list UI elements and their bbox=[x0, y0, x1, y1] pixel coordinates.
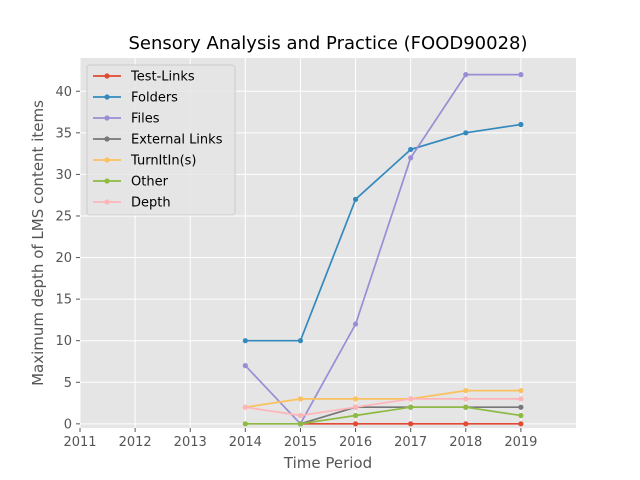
data-point bbox=[297, 396, 304, 402]
legend-item: Test-Links bbox=[93, 70, 195, 85]
y-tick-label: 30 bbox=[55, 168, 72, 183]
data-point bbox=[518, 121, 524, 128]
legend-item: Depth bbox=[93, 196, 171, 211]
data-point bbox=[352, 396, 359, 402]
data-point bbox=[297, 421, 304, 427]
series-folders bbox=[242, 121, 524, 344]
x-tick-label: 2016 bbox=[339, 435, 372, 450]
legend-item: Other bbox=[93, 175, 169, 190]
series-depth bbox=[242, 396, 524, 419]
data-point bbox=[352, 404, 359, 410]
y-axis-ticks: 0 5 10 15 20 25 30 35 40 bbox=[55, 85, 80, 432]
series-lines bbox=[242, 72, 524, 427]
legend-label: Files bbox=[131, 112, 160, 127]
data-point bbox=[242, 404, 248, 410]
y-tick-label: 0 bbox=[64, 417, 72, 432]
x-tick-label: 2018 bbox=[449, 435, 482, 450]
data-point bbox=[518, 72, 524, 78]
data-point bbox=[463, 72, 469, 78]
y-tick-label: 5 bbox=[64, 376, 72, 391]
legend-label: Test-Links bbox=[130, 70, 195, 85]
series-line bbox=[245, 389, 521, 409]
data-point bbox=[352, 421, 359, 427]
data-point bbox=[518, 404, 524, 410]
legend-swatch-marker bbox=[104, 94, 110, 100]
data-point bbox=[463, 404, 469, 410]
legend-item: External Links bbox=[93, 133, 223, 148]
y-tick-label: 20 bbox=[55, 251, 72, 266]
data-point bbox=[518, 412, 524, 419]
x-axis-label: Time Period bbox=[283, 454, 372, 472]
data-point bbox=[463, 387, 469, 394]
data-point bbox=[408, 421, 414, 427]
data-point bbox=[408, 155, 414, 161]
data-point bbox=[463, 396, 469, 402]
legend-box bbox=[86, 64, 236, 216]
y-tick-label: 40 bbox=[55, 85, 72, 100]
y-tick-label: 10 bbox=[55, 334, 72, 349]
y-tick-label: 35 bbox=[55, 126, 72, 141]
data-point bbox=[242, 338, 248, 344]
data-point bbox=[242, 363, 248, 369]
series-turnitin-s bbox=[242, 387, 524, 410]
legend-item: Files bbox=[93, 112, 160, 127]
legend-swatch-marker bbox=[104, 115, 110, 121]
series-other bbox=[242, 404, 524, 427]
x-tick-label: 2013 bbox=[174, 435, 207, 450]
legend-swatch-marker bbox=[104, 199, 110, 205]
data-point bbox=[463, 421, 469, 427]
series-line bbox=[245, 398, 521, 417]
legend-swatch-marker bbox=[104, 178, 110, 184]
series-line bbox=[245, 406, 522, 425]
legend-label: Other bbox=[131, 175, 169, 190]
legend-label: Folders bbox=[131, 91, 178, 106]
legend-item: TurnItIn(s) bbox=[93, 154, 196, 169]
data-point bbox=[352, 196, 359, 202]
y-tick-label: 25 bbox=[55, 209, 72, 224]
data-point bbox=[408, 396, 414, 402]
chart-title: Sensory Analysis and Practice (FOOD90028… bbox=[128, 33, 527, 54]
data-point bbox=[297, 338, 304, 344]
x-tick-label: 2017 bbox=[394, 435, 427, 450]
x-tick-label: 2014 bbox=[229, 435, 262, 450]
data-point bbox=[518, 387, 524, 394]
data-point bbox=[242, 421, 248, 427]
data-point bbox=[352, 321, 359, 327]
x-tick-label: 2015 bbox=[284, 435, 317, 450]
legend: Test-Links Folders Files External Links Turn… bbox=[86, 64, 236, 216]
y-tick-label: 15 bbox=[55, 293, 72, 308]
legend-label: TurnItIn(s) bbox=[130, 154, 196, 169]
data-point bbox=[408, 404, 414, 410]
legend-swatch-marker bbox=[104, 157, 110, 163]
data-point bbox=[463, 130, 469, 136]
x-axis-ticks: 2011 2012 2013 2014 2015 2016 2017 2018 2019 bbox=[63, 428, 537, 450]
data-point bbox=[352, 412, 359, 419]
series-line bbox=[245, 123, 522, 342]
x-tick-label: 2012 bbox=[119, 435, 152, 450]
x-tick-label: 2019 bbox=[504, 435, 537, 450]
data-point bbox=[408, 146, 414, 153]
data-point bbox=[518, 396, 524, 402]
legend-label: Depth bbox=[131, 196, 171, 211]
legend-label: External Links bbox=[131, 133, 223, 148]
legend-swatch-marker bbox=[104, 136, 110, 142]
y-axis-label: Maximum depth of LMS content items bbox=[29, 100, 47, 386]
legend-swatch-marker bbox=[104, 73, 110, 79]
data-point bbox=[518, 421, 524, 427]
x-tick-label: 2011 bbox=[63, 435, 96, 450]
data-point bbox=[297, 412, 304, 419]
legend-item: Folders bbox=[93, 91, 178, 106]
